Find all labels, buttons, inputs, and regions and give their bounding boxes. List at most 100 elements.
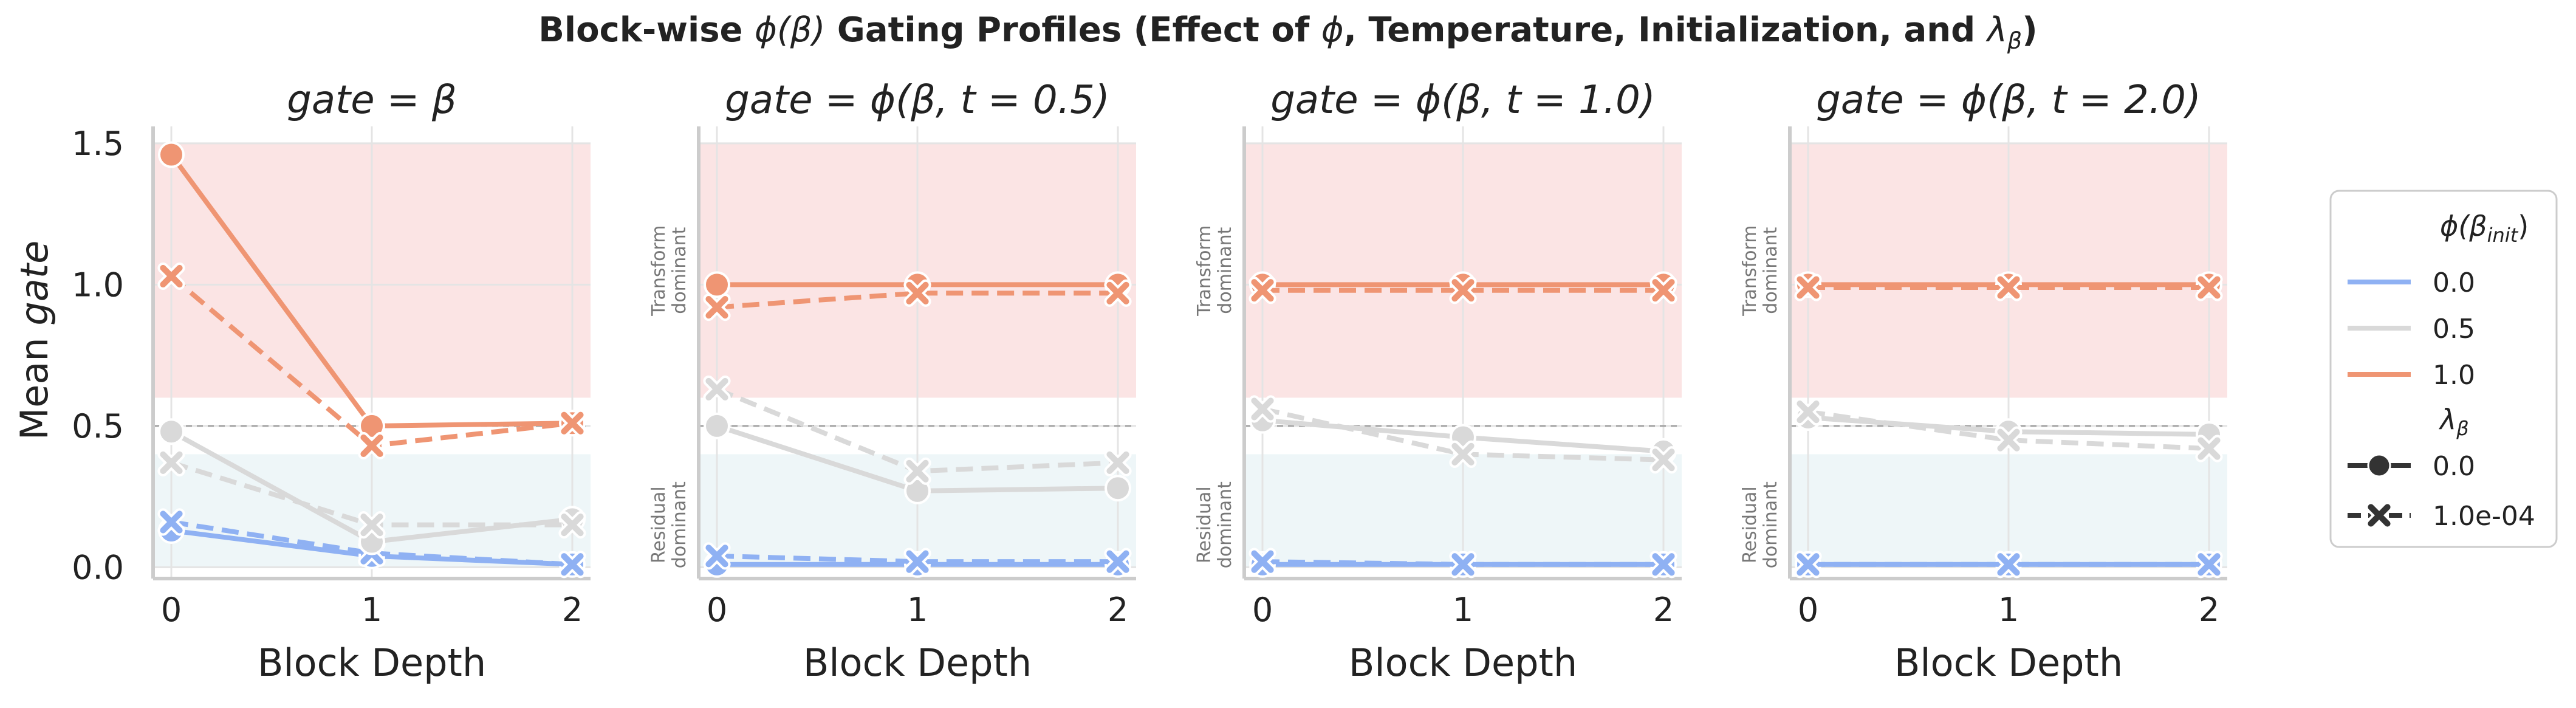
panel-4: 0 1 2 Block Depth gate = ϕ(β, t = 2.0) Transf…: [1739, 78, 2227, 685]
x-tick-label: 1: [907, 591, 928, 629]
legend-style-title: λβ: [2438, 403, 2469, 440]
legend-style-marker-x: [2365, 501, 2393, 529]
data-point-init-0.0-lambda-1.0e-04: [1649, 551, 1677, 579]
legend-style-label: 1.0e-04: [2433, 501, 2535, 532]
data-point-init-0.0-lambda-1.0e-04-stroke-b: [1652, 553, 1675, 576]
x-tick-label: 0: [1252, 591, 1273, 629]
panel-title: gate = ϕ(β, t = 1.0): [1270, 78, 1656, 123]
x-tick-label: 1: [361, 591, 382, 629]
title-lambda-sub: β: [2007, 27, 2022, 54]
transform-dominant-label: Transformdominant: [648, 225, 690, 317]
data-point-init-0.5-lambda-1.0e-04: [1249, 395, 1276, 423]
data-point-init-0.0-lambda-1.0e-04: [1104, 548, 1132, 576]
data-point-init-0.0-lambda-1.0e-04: [1995, 551, 2023, 579]
residual-label-line-1: Residual: [1194, 486, 1215, 563]
data-point-init-0.0-lambda-1.0e-04: [2195, 551, 2223, 579]
data-point-init-0.5-lambda-1.0e-04-stroke-b: [2197, 437, 2221, 460]
data-point-init-0.0-lambda-1.0e-04-stroke-b: [1106, 550, 1129, 573]
legend-color-label: 1.0: [2433, 360, 2475, 391]
legend-color-title: ϕ(βinit): [2440, 210, 2529, 247]
transform-label-line-1: Transform: [648, 225, 670, 317]
data-point-init-1.0-lambda-1.0e-04: [2195, 273, 2223, 301]
data-point-init-0.0-lambda-1.0e-04: [1249, 548, 1276, 576]
data-point-init-1.0-lambda-1.0e-04-stroke-b: [705, 296, 728, 319]
data-point-init-0.0-lambda-1.0e-04: [558, 551, 586, 579]
data-point-init-0.0-lambda-1.0e-04-stroke-b: [160, 510, 183, 534]
data-point-init-0.5-lambda-1.0e-04: [157, 449, 185, 476]
chart-title: Block-wise ϕ(β) Gating Profiles (Effect …: [538, 10, 2038, 54]
x-tick-label: 1: [1998, 591, 2019, 629]
data-point-init-1.0-lambda-1.0e-04: [358, 431, 386, 460]
data-point-init-1.0-lambda-1.0e-04-stroke-b: [2197, 276, 2221, 299]
transform-label-line-2: dominant: [669, 227, 690, 314]
x-tick-label: 2: [562, 591, 583, 629]
data-point-init-0.5-lambda-1.0e-04-stroke-b: [906, 459, 929, 483]
data-point-init-0.0-lambda-1.0e-04-stroke-b: [561, 553, 584, 576]
data-point-init-0.0-lambda-1.0e-04-stroke-b: [705, 545, 728, 568]
residual-label-line-2: dominant: [1214, 481, 1236, 568]
legend-style-title-sub: β: [2456, 417, 2468, 440]
x-axis-label: Block Depth: [258, 641, 486, 685]
series-line-init-0.5-lambda-1.0e-04: [1807, 409, 2210, 452]
data-point-init-1.0-lambda-1.0e-04-stroke-b: [906, 281, 929, 304]
title-rest: , Temperature, Initialization, and: [1344, 10, 1976, 50]
panel-title: gate = ϕ(β, t = 0.5): [725, 78, 1110, 123]
residual-dominant-label: Residualdominant: [1194, 481, 1236, 568]
legend-style-title-main: λ: [2438, 403, 2456, 436]
data-point-init-0.5-lambda-1.0e-04-stroke-b: [705, 377, 728, 401]
data-point-init-0.5-lambda-1.0e-04-stroke-b: [360, 514, 383, 537]
legend-color-title-close: ): [2518, 210, 2529, 242]
data-point-init-0.5-lambda-1.0e-04: [1649, 446, 1677, 474]
residual-dominant-label: Residualdominant: [648, 481, 690, 568]
data-point-init-0.5-lambda-1.0e-04-stroke-b: [1106, 451, 1129, 474]
panels: 0 1 2 Block Depth 0.0 0.5 1.0 1.5 gate = β 0 1 2 Blo…: [72, 78, 2227, 685]
data-point-init-1.0-lambda-1.0e-04-stroke-b: [1997, 276, 2020, 299]
data-point-init-0.0-lambda-1.0e-04-stroke-b: [2197, 553, 2221, 576]
data-point-init-0.0-lambda-1.0e-04-stroke-b: [1997, 553, 2020, 576]
data-point-init-0.5-lambda-1.0e-04: [1995, 426, 2023, 454]
y-tick-label: 0.0: [72, 548, 124, 586]
data-point-init-0.0-lambda-1.0e-04: [1794, 551, 1822, 579]
data-point-init-1.0-lambda-1.0e-04: [1649, 277, 1677, 304]
data-point-init-1.0-lambda-1.0e-04: [1995, 273, 2023, 301]
data-point-init-1.0-lambda-1.0e-04-stroke-b: [1251, 279, 1274, 302]
series-line-init-0.0-lambda-1.0e-04: [171, 520, 573, 567]
data-point-init-1.0-lambda-0.0: [158, 141, 185, 168]
x-tick-label: 2: [2199, 591, 2219, 629]
x-tick-label: 2: [1653, 591, 1674, 629]
data-point-init-1.0-lambda-1.0e-04-stroke-b: [1451, 279, 1475, 302]
residual-label-line-1: Residual: [1739, 486, 1761, 563]
data-point-init-0.0-lambda-1.0e-04: [703, 542, 731, 570]
series-line-init-0.0-lambda-1.0e-04: [716, 553, 1118, 565]
data-point-init-0.5-lambda-1.0e-04: [1449, 440, 1477, 468]
data-point-init-0.5-lambda-1.0e-04: [903, 457, 931, 485]
y-axis-label-prefix: Mean: [12, 337, 57, 440]
y-tick-label: 1.5: [72, 125, 124, 163]
data-point-init-0.5-lambda-1.0e-04: [703, 375, 731, 404]
data-point-init-0.5-lambda-0.0: [1105, 475, 1131, 502]
data-point-init-0.5-lambda-1.0e-04-stroke-b: [1797, 400, 1820, 424]
data-point-init-1.0-lambda-0.0: [704, 271, 730, 298]
x-axis-label: Block Depth: [803, 641, 1032, 685]
legend-style-marker-x-stroke-b: [2368, 504, 2391, 527]
x-tick-label: 0: [707, 591, 727, 629]
data-point-init-0.5-lambda-1.0e-04: [2195, 435, 2223, 462]
residual-label-line-1: Residual: [648, 486, 670, 563]
data-point-init-1.0-lambda-1.0e-04: [1249, 277, 1276, 304]
panel-2: 0 1 2 Block Depth gate = ϕ(β, t = 0.5) Transf…: [648, 78, 1136, 685]
data-point-init-0.5-lambda-0.0: [158, 418, 185, 445]
data-point-init-0.0-lambda-1.0e-04-stroke-b: [1797, 553, 1820, 576]
legend-style-marker-circle: [2367, 453, 2391, 478]
data-point-init-0.0-lambda-1.0e-04-stroke-b: [1451, 553, 1475, 576]
data-point-init-1.0-lambda-1.0e-04-stroke-b: [561, 411, 584, 435]
series-line-init-1.0-lambda-1.0e-04: [716, 290, 1118, 310]
y-axis-label: Mean gate: [12, 241, 57, 440]
title-suffix: Gating Profiles (Effect of: [837, 10, 1310, 50]
x-tick-label: 0: [161, 591, 182, 629]
residual-label-line-2: dominant: [669, 481, 690, 568]
title-lambda: λ: [1985, 10, 2007, 50]
x-tick-label: 0: [1798, 591, 1818, 629]
data-point-init-1.0-lambda-1.0e-04-stroke-b: [1652, 279, 1675, 302]
data-point-init-0.5-lambda-0.0: [704, 412, 730, 439]
